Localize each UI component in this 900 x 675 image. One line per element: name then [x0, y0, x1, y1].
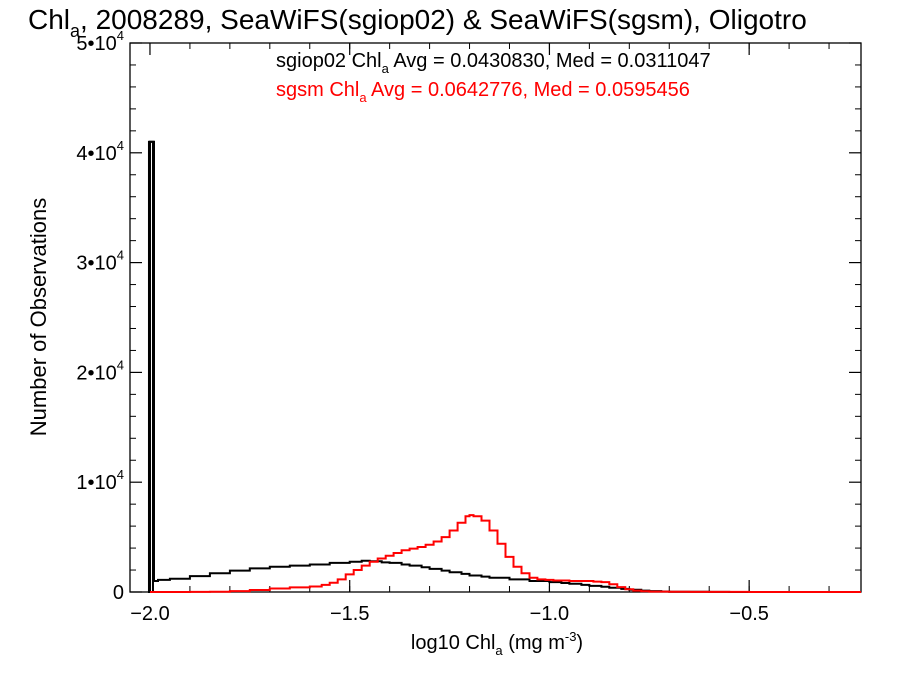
legend-sgsm-pre: sgsm Chl	[276, 79, 359, 101]
legend-sgiop02-subscript: a	[382, 61, 390, 76]
y-tick-label: 3•104	[76, 248, 124, 275]
y-tick-label: 2•104	[76, 357, 124, 384]
y-tick-label: 0	[113, 582, 124, 604]
chart-title-subscript: a	[70, 21, 81, 41]
y-tick-label-base: 4•10	[76, 143, 116, 165]
y-tick-label-base: 5•10	[76, 33, 116, 55]
y-tick-label-base: 0	[113, 582, 124, 604]
y-tick-label: 5•104	[76, 28, 124, 55]
chart-title: Chla, 2008289, SeaWiFS(sgiop02) & SeaWiF…	[28, 4, 807, 41]
legend-sgiop02-pre: sgiop02 Chl	[276, 50, 382, 72]
legend-sgsm: sgsm Chla Avg = 0.0642776, Med = 0.05954…	[276, 79, 690, 105]
y-tick-label: 4•104	[76, 138, 124, 165]
x-tick-label: −0.5	[729, 603, 768, 625]
y-tick-label: 1•104	[76, 467, 124, 494]
y-tick-label-exponent: 4	[117, 28, 124, 43]
x-axis-label-end: )	[576, 632, 583, 654]
y-tick-label-base: 1•10	[76, 472, 116, 494]
x-tick-label: −1.5	[330, 603, 369, 625]
series-line-sgiop02	[149, 140, 861, 593]
x-tick-label: −1.0	[530, 603, 569, 625]
x-axis-label-rest: (mg m	[503, 632, 565, 654]
x-axis-label: log10 Chla (mg m-3)	[411, 629, 583, 658]
x-axis-label-base: log10 Chl	[411, 632, 496, 654]
y-tick-label-exponent: 4	[117, 248, 124, 263]
legend-sgiop02: sgiop02 Chla Avg = 0.0430830, Med = 0.03…	[276, 50, 711, 76]
series-line-sgsm	[150, 514, 861, 593]
x-axis-ticks: −2.0 −1.5 −1.0 −0.5	[130, 43, 830, 625]
x-tick-label: −2.0	[130, 603, 169, 625]
chart-title-rest: , 2008289, SeaWiFS(sgiop02) & SeaWiFS(sg…	[80, 4, 807, 35]
x-axis-label-superscript: -3	[565, 629, 577, 644]
y-tick-label-exponent: 4	[117, 138, 124, 153]
legend-sgiop02-post: Avg = 0.0430830, Med = 0.0311047	[389, 50, 711, 72]
y-tick-label-base: 3•10	[76, 253, 116, 275]
legend-sgsm-post: Avg = 0.0642776, Med = 0.0595456	[367, 79, 690, 101]
y-axis-label: Number of Observations	[26, 198, 51, 436]
x-axis-label-subscript: a	[495, 643, 503, 658]
series-layer	[147, 140, 861, 593]
legend-sgsm-subscript: a	[359, 90, 367, 105]
y-tick-label-exponent: 4	[117, 467, 124, 482]
plot-frame	[129, 42, 862, 593]
y-tick-label-base: 2•10	[76, 362, 116, 384]
chart-title-base: Chl	[28, 4, 70, 35]
y-tick-label-exponent: 4	[117, 357, 124, 372]
